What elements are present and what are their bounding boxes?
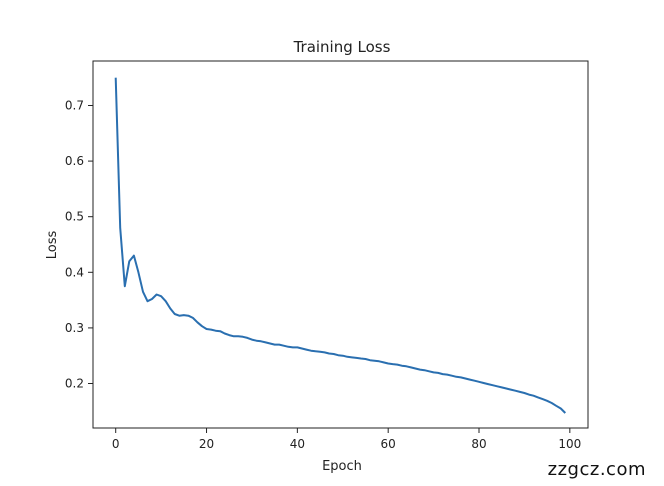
x-tick-label: 60 — [381, 437, 396, 451]
series-line — [114, 77, 567, 414]
y-tick-label: 0.6 — [65, 154, 84, 168]
axis-ticks: 0 20 40 60 80 100 0.2 0.3 0.4 0.5 0.6 0.7 — [65, 98, 581, 451]
x-tick-label: 80 — [471, 437, 486, 451]
y-tick-label: 0.3 — [65, 321, 84, 335]
x-tick-label: 20 — [199, 437, 214, 451]
x-tick-label: 40 — [290, 437, 305, 451]
x-axis-label: Epoch — [322, 459, 362, 474]
y-tick-label: 0.7 — [65, 98, 84, 112]
watermark: zzgcz.com — [547, 459, 646, 480]
y-tick-label: 0.5 — [65, 210, 84, 224]
x-tick-label: 100 — [558, 437, 581, 451]
y-axis-label: Loss — [45, 231, 60, 260]
x-tick-label: 0 — [112, 437, 120, 451]
chart-title: Training Loss — [293, 38, 391, 56]
y-tick-label: 0.4 — [65, 265, 84, 279]
y-tick-label: 0.2 — [65, 377, 84, 391]
plot-frame — [92, 60, 589, 429]
